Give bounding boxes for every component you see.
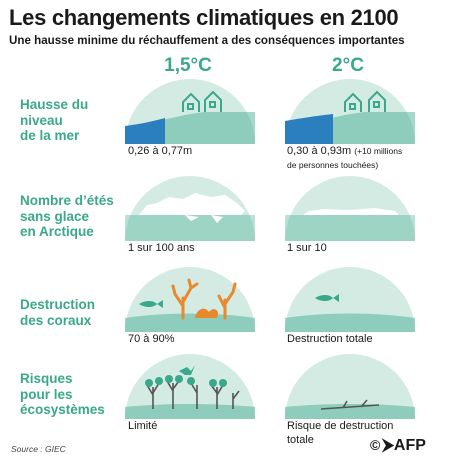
arctic-1-5c-illustration: [125, 176, 255, 241]
coral-2c-illustration: [285, 267, 415, 332]
ecosystems-1-5c-illustration: [125, 354, 255, 419]
afp-logo: © ⮞AFP: [370, 437, 426, 454]
coral-2c-value: Destruction totale: [287, 333, 373, 345]
source-note: Source : GIEC: [11, 444, 66, 454]
column-header-2c: 2°C: [332, 55, 364, 76]
sea-level-1-5c-illustration: [125, 79, 255, 144]
copyright-icon: ©: [370, 437, 381, 453]
sea-level-2c-value: 0,30 à 0,93m (+10 millions de personnes …: [287, 145, 403, 170]
ecosystems-2c-illustration: [285, 354, 415, 419]
ecosystems-1-5c-value: Limité: [128, 420, 158, 432]
sea-level-1-5c-value: 0,26 à 0,77m: [128, 145, 193, 157]
sea-level-2c-illustration: [285, 79, 415, 144]
ecosystems-2c-value: Risque de destruction totale: [287, 420, 394, 446]
arctic-2c-value: 1 sur 10: [287, 242, 327, 254]
arctic-2c-illustration: [285, 176, 415, 241]
page-subtitle: Une hausse minime du réchauffement a des…: [9, 34, 405, 47]
category-arctic: Nombre d’étés sans glace en Arctique: [20, 193, 114, 239]
page-title: Les changements climatiques en 2100: [9, 5, 399, 30]
coral-1-5c-value: 70 à 90%: [128, 333, 175, 345]
coral-1-5c-illustration: [125, 267, 255, 332]
column-header-1-5c: 1,5°C: [164, 55, 212, 76]
category-coral: Destruction des coraux: [20, 297, 96, 328]
category-sea-level: Hausse du niveau de la mer: [20, 97, 89, 143]
category-ecosystems: Risques pour les écosystèmes: [20, 371, 105, 417]
arctic-1-5c-value: 1 sur 100 ans: [128, 242, 195, 254]
